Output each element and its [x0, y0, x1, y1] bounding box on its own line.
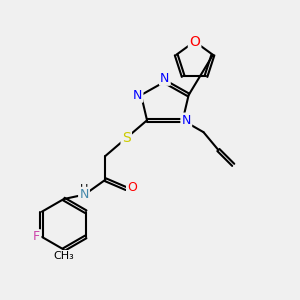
- Text: O: O: [127, 181, 137, 194]
- Text: O: O: [189, 34, 200, 49]
- Text: N: N: [79, 188, 89, 201]
- Text: N: N: [182, 114, 191, 127]
- Text: F: F: [33, 230, 40, 243]
- Text: CH₃: CH₃: [53, 251, 74, 261]
- Text: N: N: [160, 72, 170, 85]
- Text: S: S: [122, 131, 130, 145]
- Text: N: N: [133, 88, 142, 101]
- Text: H: H: [80, 184, 88, 194]
